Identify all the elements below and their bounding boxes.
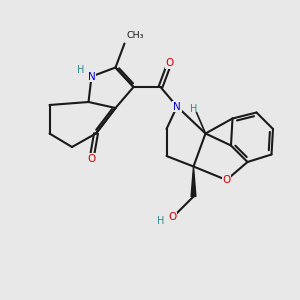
Text: O: O <box>87 154 96 164</box>
Text: CH₃: CH₃ <box>127 31 144 40</box>
Text: H: H <box>158 216 165 226</box>
Text: H: H <box>190 104 198 114</box>
Text: O: O <box>168 212 177 223</box>
Text: O: O <box>222 175 231 185</box>
Polygon shape <box>191 167 196 197</box>
Text: O: O <box>165 58 174 68</box>
Text: N: N <box>173 101 181 112</box>
Text: N: N <box>88 71 95 82</box>
Text: H: H <box>77 65 85 75</box>
